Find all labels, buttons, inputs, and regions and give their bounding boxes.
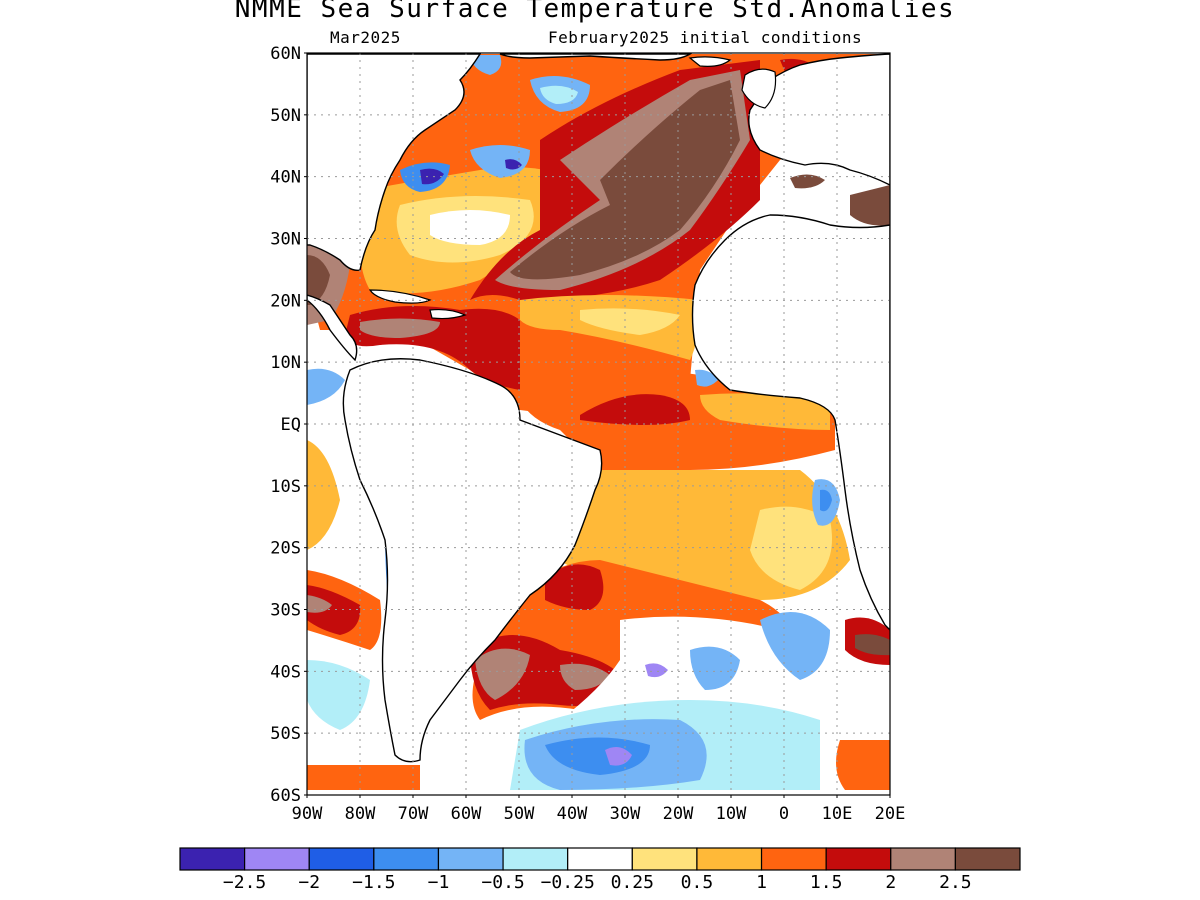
sa-red-core (545, 564, 604, 610)
lon-tick-label: 0 (779, 804, 789, 824)
med-brown-west (790, 174, 825, 189)
british-isles-landmass (741, 68, 777, 109)
lat-tick-label: 50S (270, 724, 301, 744)
cuba-landmass (368, 289, 432, 304)
southern-blue-east (760, 612, 830, 680)
nfld-dark-blue (505, 159, 522, 170)
lat-tick-label: 40N (270, 168, 301, 188)
lat-tick-label: 50N (270, 106, 301, 126)
pacific-yellow-north (307, 440, 340, 550)
pacific-orange-deep (307, 765, 420, 790)
colorbar-swatch (502, 847, 569, 871)
southern-mid-blue (545, 737, 650, 775)
midlat-lavender (645, 663, 668, 678)
nfld-blue (470, 145, 530, 178)
equatorial-red (580, 394, 690, 425)
colorbar-swatch (373, 847, 440, 871)
colorbar-label: −2 (298, 872, 320, 893)
south-america-landmass (342, 358, 603, 763)
lon-tick-label: 40W (557, 804, 588, 824)
iceland-landmass (688, 56, 732, 67)
lat-tick-label: EQ (281, 415, 301, 435)
colorbar-labels: −2.5 −2 −1.5 −1 −0.5 −0.25 0.25 0.5 1 1.5 2 2.5 (223, 872, 972, 893)
grid-lines (307, 53, 890, 795)
colorbar-swatch (631, 847, 698, 871)
lat-tick-label: 60N (270, 44, 301, 64)
gulf-maine-indigo (420, 168, 444, 185)
gulf-brown (307, 255, 330, 305)
lon-tick-label: 20W (663, 804, 694, 824)
lat-tick-label: 60S (270, 786, 301, 806)
gulf-guinea-lightorange (700, 393, 830, 430)
colorbar-swatch (696, 847, 763, 871)
north-america-landmass (307, 53, 482, 271)
lon-tick-label: 10E (822, 804, 853, 824)
longitude-labels: 90W 80W 70W 60W 50W 40W 30W 20W 10W 0 10E 20E (292, 795, 906, 824)
pacific-red (307, 585, 361, 635)
benguela-brown (855, 634, 890, 656)
pacific-lightblue-south (307, 660, 370, 730)
colorbar-swatch (567, 847, 633, 871)
lat-tick-label: 30N (270, 230, 301, 250)
colorbar-label: −0.5 (481, 872, 524, 893)
colorbar-swatch (954, 847, 1021, 871)
colorbar-swatch (179, 847, 246, 871)
lat-tick-label: 10N (270, 353, 301, 373)
lon-tick-label: 90W (292, 804, 323, 824)
map-title: NMME Sea Surface Temperature Std.Anomali… (234, 0, 956, 24)
colorbar-label: 2 (885, 872, 896, 893)
far-southeast-orange (836, 740, 890, 790)
lat-tick-label: 20N (270, 291, 301, 311)
colorbar-swatch (244, 847, 310, 871)
pacific-pinkbrown (307, 595, 332, 613)
colorbar-swatch (825, 847, 892, 871)
lat-tick-label: 30S (270, 601, 301, 621)
lat-tick-label: 40S (270, 662, 301, 682)
map-area (307, 53, 890, 795)
labrador-white (540, 85, 578, 104)
colorbar-label: 0.25 (611, 872, 654, 893)
colorbar-label: −0.25 (541, 872, 595, 893)
sa-yellow-east (750, 506, 832, 590)
colorbar-swatch (308, 847, 375, 871)
colorbar-label: −2.5 (223, 872, 266, 893)
lon-tick-label: 80W (345, 804, 376, 824)
trop-yellow (580, 308, 680, 335)
colorbar-label: 1 (756, 872, 767, 893)
africa-landmass (691, 214, 890, 631)
lon-tick-label: 60W (451, 804, 482, 824)
initial-conditions: February2025 initial conditions (548, 28, 863, 47)
lon-tick-label: 20E (875, 804, 906, 824)
caribbean-pinkbrown (360, 318, 440, 338)
latitude-labels: 60N 50N 40N 30N 20N 10N EQ 10S 20S 30S 40S 50S 60S (270, 44, 307, 806)
greenland-landmass (499, 53, 693, 61)
colorbar-label: 1.5 (810, 872, 843, 893)
colorbar-label: 0.5 (681, 872, 714, 893)
colorbar (179, 847, 1021, 871)
lon-tick-label: 10W (716, 804, 747, 824)
west-greenland-blue (470, 55, 502, 75)
lon-tick-label: 70W (398, 804, 429, 824)
colorbar-label: −1.5 (352, 872, 395, 893)
lon-tick-label: 30W (610, 804, 641, 824)
colorbar-swatch (890, 847, 956, 871)
hispaniola-landmass (429, 308, 467, 320)
central-america-landmass (307, 294, 358, 362)
med-brown (850, 185, 890, 226)
argentine-pinkbrown (475, 648, 530, 700)
angola-dark-blue (820, 489, 832, 512)
colorbar-label: 2.5 (939, 872, 972, 893)
colorbar-label: −1 (428, 872, 450, 893)
na-white-patch (430, 210, 510, 245)
pacific-blue-north (307, 368, 345, 405)
colorbar-swatch (437, 847, 504, 871)
southern-blue-mid (690, 646, 740, 690)
lat-tick-label: 10S (270, 477, 301, 497)
forecast-month: Mar2025 (330, 28, 401, 47)
colorbar-swatch (760, 847, 827, 871)
lon-tick-label: 50W (504, 804, 535, 824)
lat-tick-label: 20S (270, 539, 301, 559)
